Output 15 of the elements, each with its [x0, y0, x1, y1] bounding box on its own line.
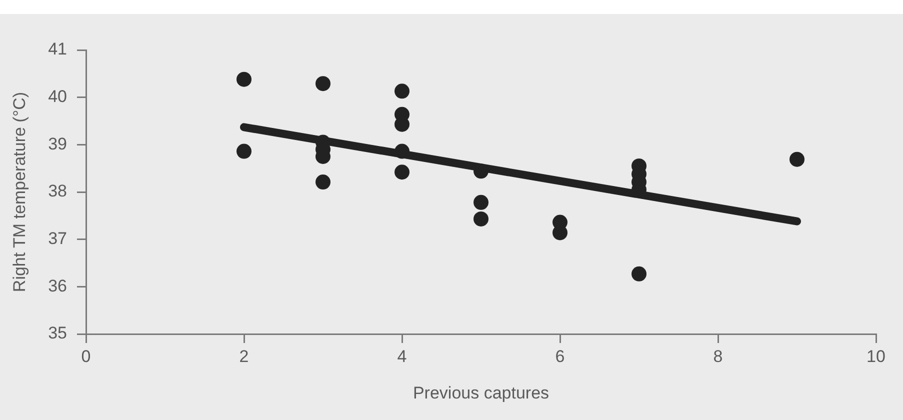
y-tick-label: 40: [48, 87, 67, 106]
x-tick-label: 6: [555, 346, 565, 366]
x-tick-label: 0: [81, 346, 91, 366]
x-tick-label: 2: [239, 346, 249, 366]
y-tick-label: 35: [48, 324, 67, 343]
y-tick-label: 41: [48, 40, 67, 59]
y-tick-label: 36: [48, 276, 67, 296]
x-tick-label: 10: [866, 346, 886, 366]
x-tick-label: 4: [397, 346, 407, 366]
x-tick-label: 8: [713, 346, 723, 366]
y-tick-label: 37: [48, 229, 67, 248]
x-axis-title: Previous captures: [412, 383, 550, 402]
y-tick-label: 39: [48, 134, 67, 154]
y-axis-title: Right TM temperature (°C): [10, 92, 29, 292]
y-tick-label: 38: [48, 182, 67, 201]
